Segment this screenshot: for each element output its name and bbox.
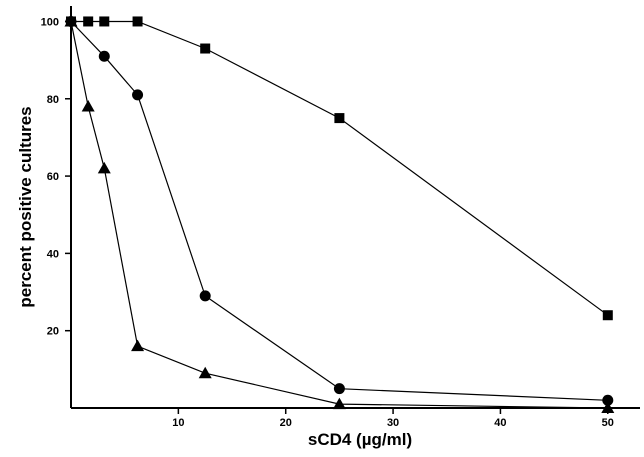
x-tick-label-40: 40: [494, 417, 506, 429]
square-marker-5: [334, 113, 345, 124]
y-tick-label-60: 60: [47, 171, 59, 183]
x-axis-title: sCD4 (µg/ml): [308, 430, 412, 449]
x-tick-label-50: 50: [602, 417, 614, 429]
axes: [70, 6, 640, 409]
series-line-circle: [70, 21, 608, 401]
circle-marker-5: [602, 394, 614, 406]
y-axis-title: percent positive cultures: [16, 106, 35, 307]
y-tick-label-40: 40: [47, 248, 59, 260]
x-ticks: 10 20 30 40 50: [172, 408, 614, 429]
triangle-marker-4: [198, 366, 212, 379]
x-tick-label-20: 20: [280, 417, 292, 429]
triangle-marker-0: [64, 14, 78, 27]
series-line-square: [71, 20, 609, 316]
circle-marker-4: [333, 383, 345, 395]
square-marker-6: [602, 310, 613, 321]
triangle-marker-2: [97, 161, 111, 174]
series-layer: [64, 14, 615, 413]
triangle-marker-3: [131, 339, 145, 352]
square-marker-1: [83, 16, 94, 27]
y-tick-label-80: 80: [47, 94, 59, 106]
circle-marker-2: [132, 89, 144, 101]
square-marker-2: [99, 16, 110, 27]
y-tick-label-20: 20: [47, 326, 59, 338]
series-triangle: [64, 14, 615, 413]
y-tick-label-100: 100: [41, 16, 59, 28]
circle-marker-1: [98, 50, 110, 62]
triangle-marker-1: [81, 100, 95, 112]
x-tick-label-30: 30: [387, 417, 399, 429]
series-square: [66, 16, 613, 321]
square-marker-4: [200, 43, 211, 54]
triangle-marker-6: [601, 401, 615, 413]
circle-marker-3: [199, 290, 211, 302]
triangle-marker-5: [332, 397, 346, 410]
series-line-triangle: [70, 21, 608, 409]
y-ticks: 20 40 60 80 100: [41, 16, 71, 338]
series-circle: [65, 15, 614, 406]
square-marker-3: [132, 16, 143, 27]
x-tick-label-10: 10: [172, 417, 184, 429]
